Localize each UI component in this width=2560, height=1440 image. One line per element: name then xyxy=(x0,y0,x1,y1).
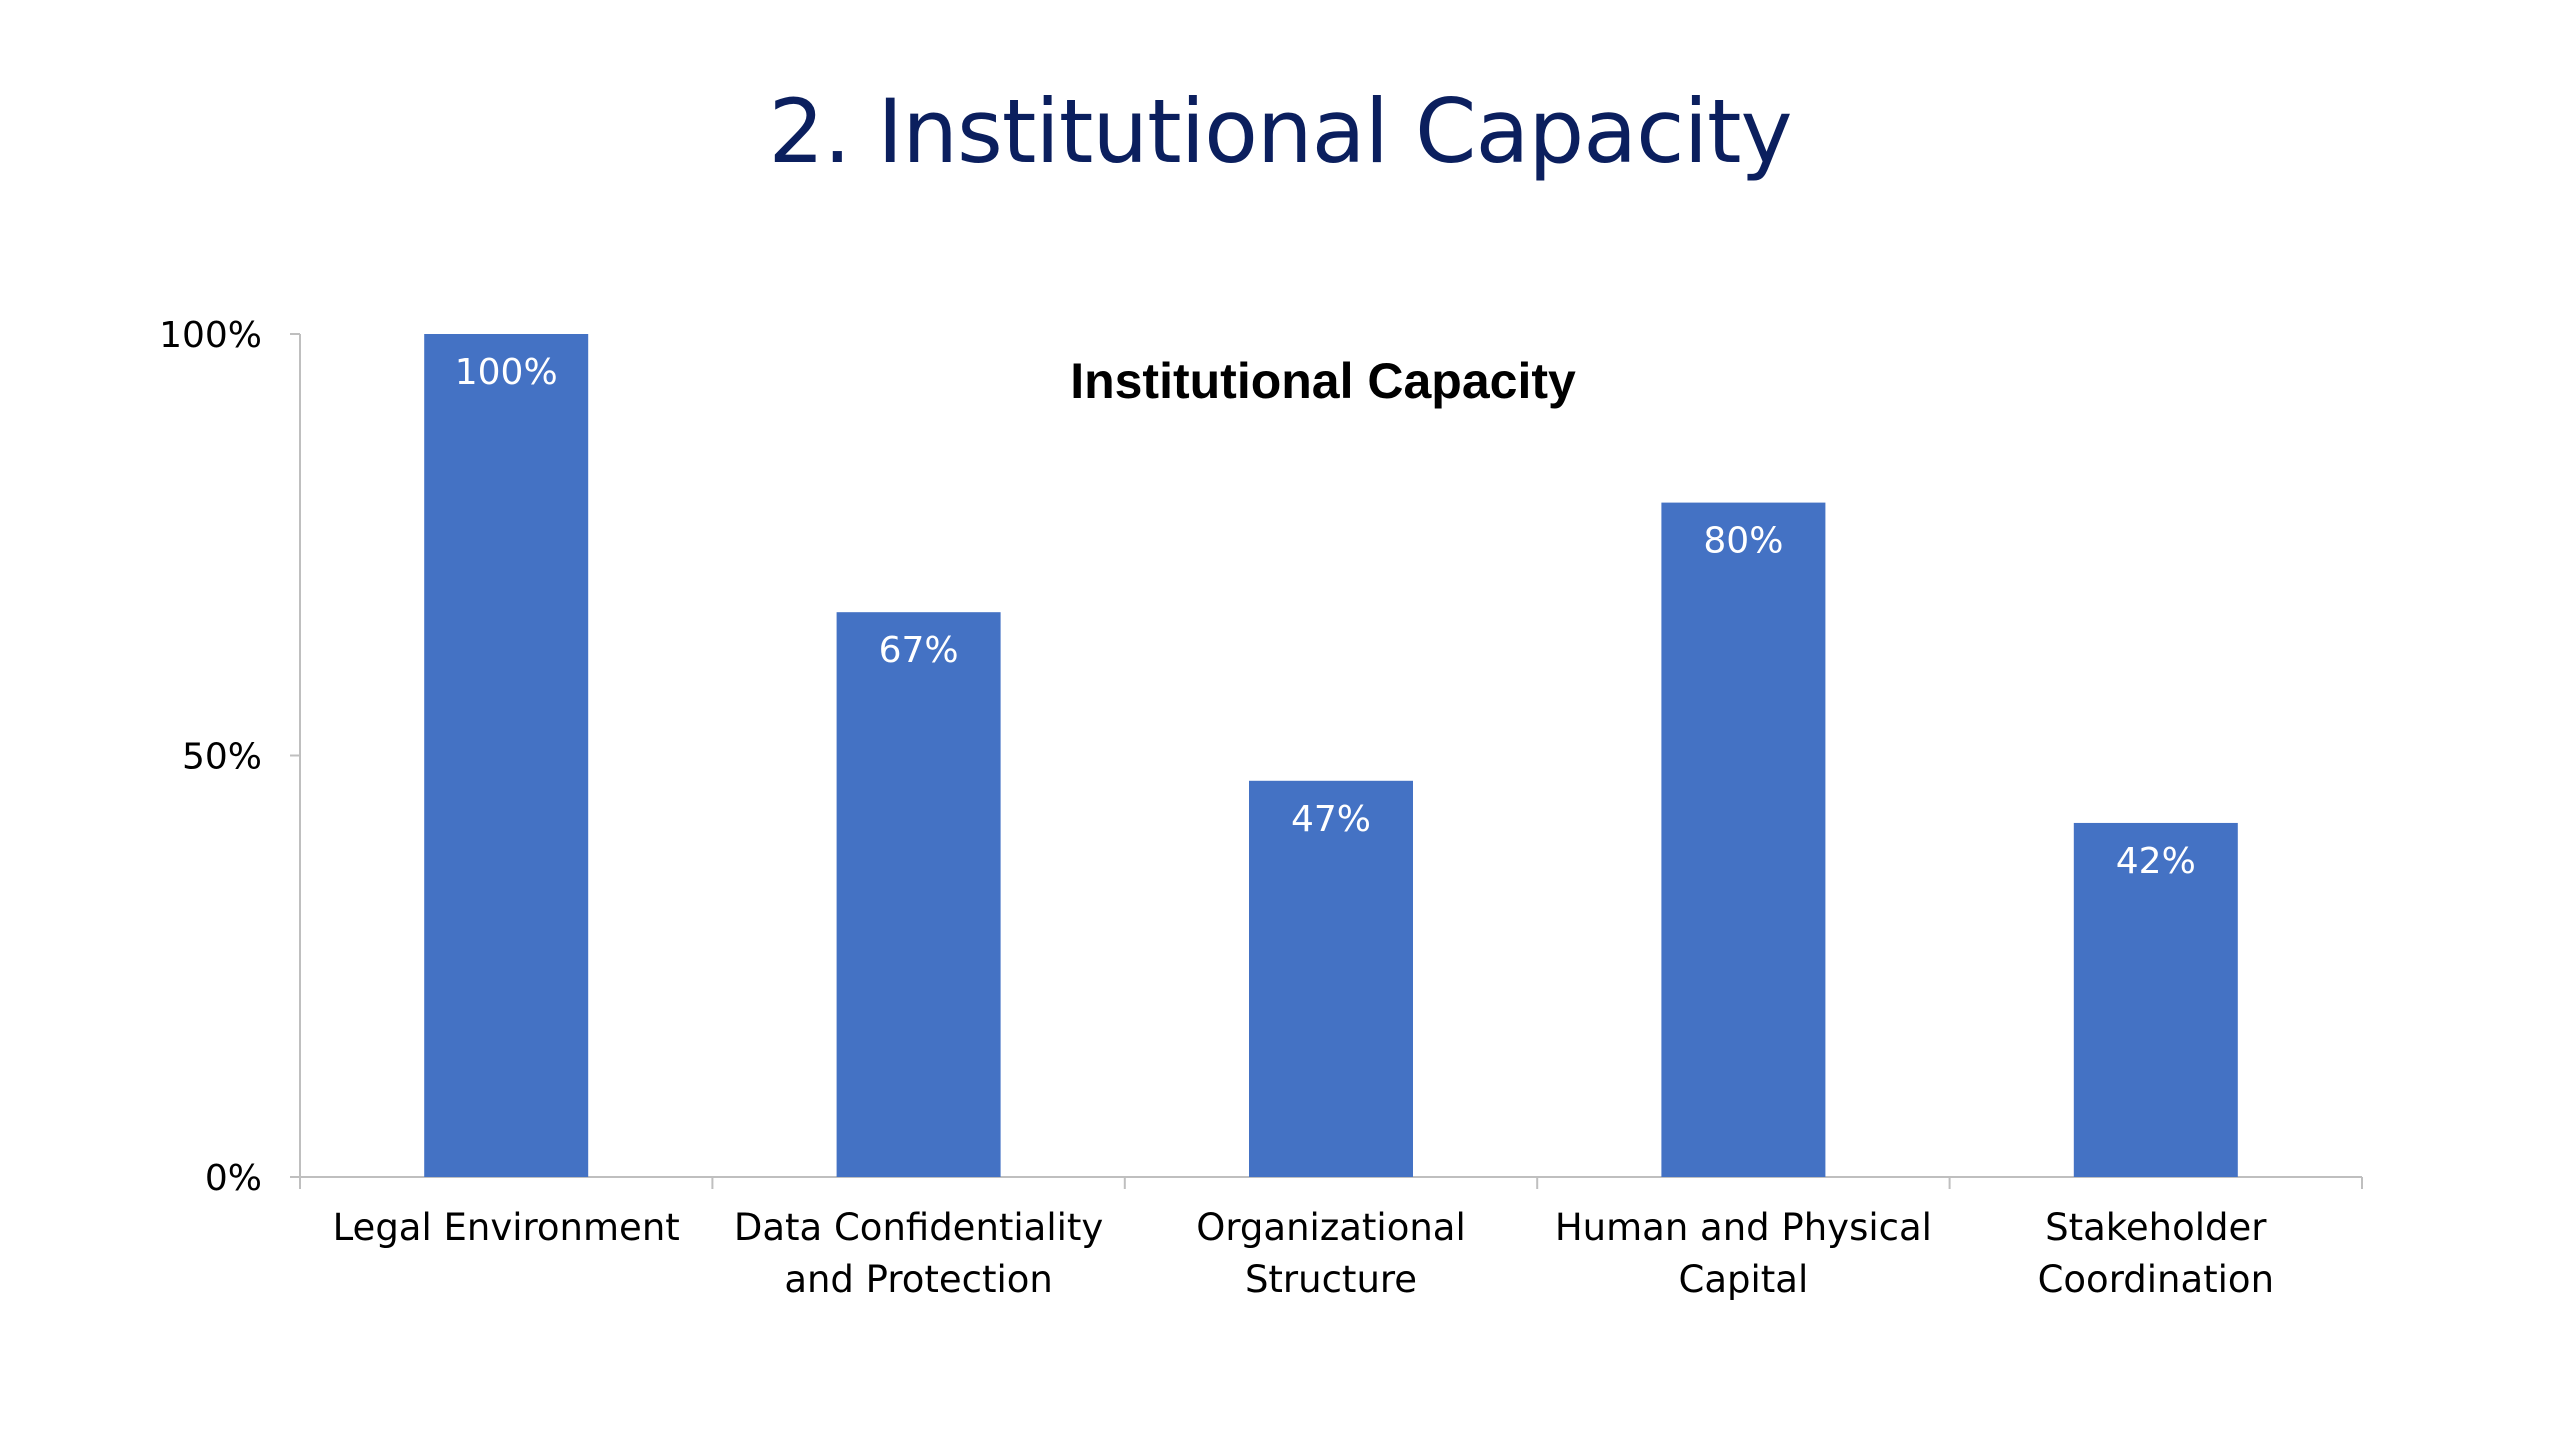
data-label: 100% xyxy=(455,352,558,393)
bar xyxy=(836,612,1001,1177)
x-tick-label: Stakeholder xyxy=(2045,1206,2267,1249)
x-tick-label: Legal Environment xyxy=(333,1206,680,1249)
data-label: 80% xyxy=(1703,521,1783,562)
bar xyxy=(1249,780,1413,1177)
x-tick-label: Capital xyxy=(1679,1258,1809,1301)
slide-title: 2. Institutional Capacity xyxy=(768,80,1792,183)
bar xyxy=(424,334,589,1177)
bar xyxy=(2073,822,2238,1177)
x-tick-label: and Protection xyxy=(784,1258,1053,1301)
x-tick-label: Coordination xyxy=(2038,1258,2274,1301)
x-tick-label: Organizational xyxy=(1196,1206,1466,1249)
x-tick-label: Human and Physical xyxy=(1555,1206,1932,1249)
y-tick-label: 0% xyxy=(205,1158,262,1199)
data-label: 67% xyxy=(879,630,959,671)
bar xyxy=(1661,502,1826,1178)
y-tick-label: 100% xyxy=(159,315,262,356)
data-label: 47% xyxy=(1291,799,1371,840)
x-tick-label: Structure xyxy=(1245,1258,1417,1301)
x-tick-label: Data Confidentiality xyxy=(734,1206,1103,1249)
y-tick-label: 50% xyxy=(182,737,262,778)
plot-area: 0% 50% 100% 100% Legal Environment 67% Data Co… xyxy=(159,315,2363,1301)
chart-title: Institutional Capacity xyxy=(1070,353,1576,409)
data-label: 42% xyxy=(2116,841,2196,882)
